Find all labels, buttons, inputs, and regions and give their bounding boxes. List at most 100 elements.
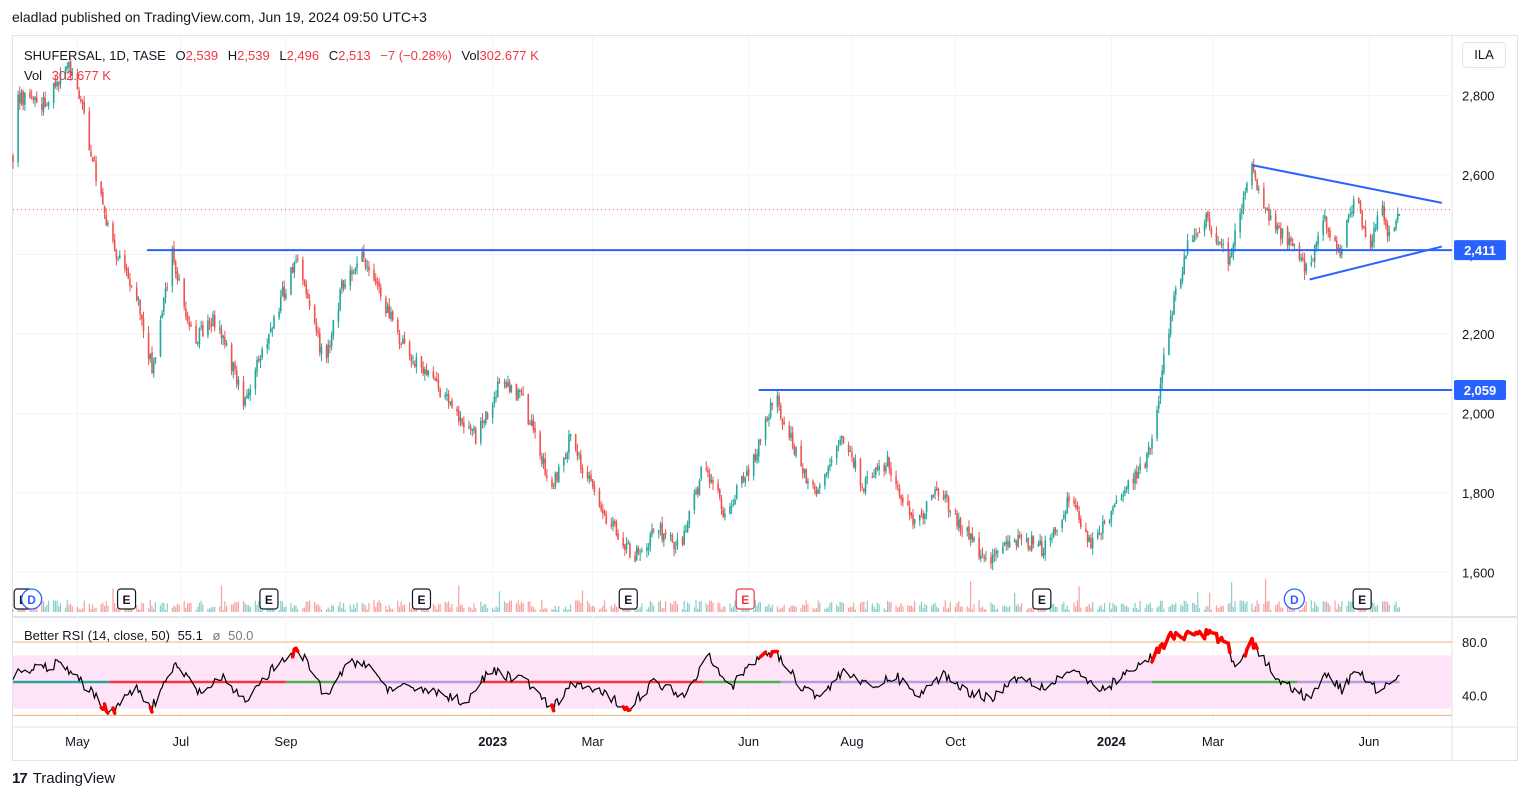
candle-body — [1030, 535, 1033, 551]
volume-bar — [931, 605, 933, 612]
candle-body — [1110, 511, 1113, 521]
candle-body — [1313, 245, 1316, 262]
candle-body — [564, 457, 567, 459]
candle-body — [271, 329, 274, 331]
volume-bar — [720, 609, 723, 612]
earnings-marker-icon[interactable] — [411, 588, 432, 610]
volume-bar — [753, 609, 755, 612]
price-tick-label: 1,600 — [1462, 565, 1495, 580]
volume-bar — [410, 608, 412, 612]
candle-body — [515, 384, 518, 400]
candle-body — [1334, 237, 1336, 241]
volume-bar — [841, 602, 843, 612]
volume-bar — [551, 608, 553, 612]
candle-body — [474, 428, 477, 444]
candle-body — [1015, 540, 1018, 546]
volume-bar — [92, 604, 94, 612]
candle-body — [588, 475, 591, 480]
volume-bar — [1322, 601, 1324, 612]
dividend-marker-icon[interactable] — [1283, 588, 1306, 610]
earnings-marker-icon[interactable] — [1032, 588, 1052, 610]
volume-bar — [178, 604, 180, 612]
volume-bar — [1098, 606, 1101, 612]
volume-bar — [1158, 606, 1160, 612]
candle-body — [127, 268, 130, 279]
candle-body — [1080, 518, 1082, 527]
candle-body — [652, 530, 655, 532]
volume-bar — [886, 600, 889, 612]
earnings-marker-icon[interactable] — [1352, 588, 1372, 610]
volume-study-label[interactable]: Vol — [24, 68, 43, 83]
volume-bar — [207, 608, 209, 612]
volume-bar — [610, 605, 612, 612]
candle-body — [1230, 252, 1233, 257]
earnings-marker-icon[interactable] — [618, 588, 638, 610]
rsi-extreme-mark — [1162, 633, 1171, 650]
triangle-upper-line[interactable] — [1251, 164, 1443, 204]
candle-body — [580, 454, 582, 470]
candle-body — [847, 444, 850, 453]
candle-body — [296, 258, 299, 260]
candle-body — [983, 556, 985, 559]
earnings-marker-icon[interactable] — [259, 588, 279, 610]
volume-bar — [242, 601, 245, 612]
candle-body — [896, 485, 899, 487]
volume-bar — [563, 609, 565, 612]
volume-bar — [792, 605, 794, 612]
candle-body — [1257, 188, 1260, 191]
volume-bar — [285, 606, 287, 612]
candle-body — [969, 533, 972, 540]
earnings-marker-icon[interactable] — [116, 588, 137, 610]
volume-bar — [717, 602, 719, 612]
rsi-extreme-mark — [99, 705, 105, 712]
volume-bar — [842, 603, 845, 612]
candle-body — [125, 268, 128, 270]
candle-body — [137, 298, 140, 300]
time-tick-label: Jul — [172, 734, 189, 749]
volume-bar — [249, 606, 251, 612]
footer-brand[interactable]: 17 TradingView — [12, 770, 115, 787]
rsi-extreme-mark — [758, 650, 768, 659]
candle-body — [1013, 539, 1016, 543]
volume-bar — [910, 605, 912, 612]
candle-body — [1132, 479, 1135, 484]
volume-bar — [1207, 606, 1209, 612]
dividend-marker-icon[interactable] — [20, 588, 43, 610]
volume-bar — [1373, 602, 1375, 612]
volume-bar — [897, 607, 899, 612]
candle-body — [876, 467, 879, 470]
volume-bar — [1109, 602, 1111, 612]
volume-bar — [814, 608, 816, 612]
rsi-extreme-mark — [294, 646, 300, 654]
volume-bar — [912, 607, 914, 612]
candle-body — [890, 468, 892, 476]
volume-bar — [1115, 605, 1118, 612]
volume-bar — [1125, 605, 1128, 612]
time-tick-label: Oct — [945, 734, 966, 749]
volume-bar — [568, 609, 570, 612]
earnings-marker-icon[interactable] — [735, 588, 755, 610]
candle-body — [693, 493, 696, 510]
price-level-label: 2,411 — [1464, 243, 1496, 258]
candle-body — [661, 523, 663, 540]
volume-bar — [641, 603, 643, 612]
candle-body — [688, 511, 691, 524]
symbol-label[interactable]: SHUFERSAL, 1D, TASE — [24, 48, 166, 63]
volume-bar — [1186, 603, 1189, 612]
candle-body — [1268, 208, 1270, 221]
volume-bar — [402, 605, 404, 612]
candle-body — [422, 367, 424, 374]
candle-body — [973, 538, 975, 541]
candle-body — [313, 306, 316, 323]
candle-body — [734, 499, 736, 505]
candle-body — [52, 82, 55, 104]
volume-bar — [142, 603, 145, 612]
volume-bar — [83, 600, 85, 612]
candle-body — [305, 283, 308, 294]
volume-bar — [1124, 606, 1126, 612]
rsi-study-name[interactable]: Better RSI (14, close, 50) — [24, 628, 170, 643]
currency-button[interactable]: ILA — [1462, 42, 1506, 68]
triangle-lower-line[interactable] — [1309, 245, 1443, 281]
candle-body — [791, 432, 794, 448]
